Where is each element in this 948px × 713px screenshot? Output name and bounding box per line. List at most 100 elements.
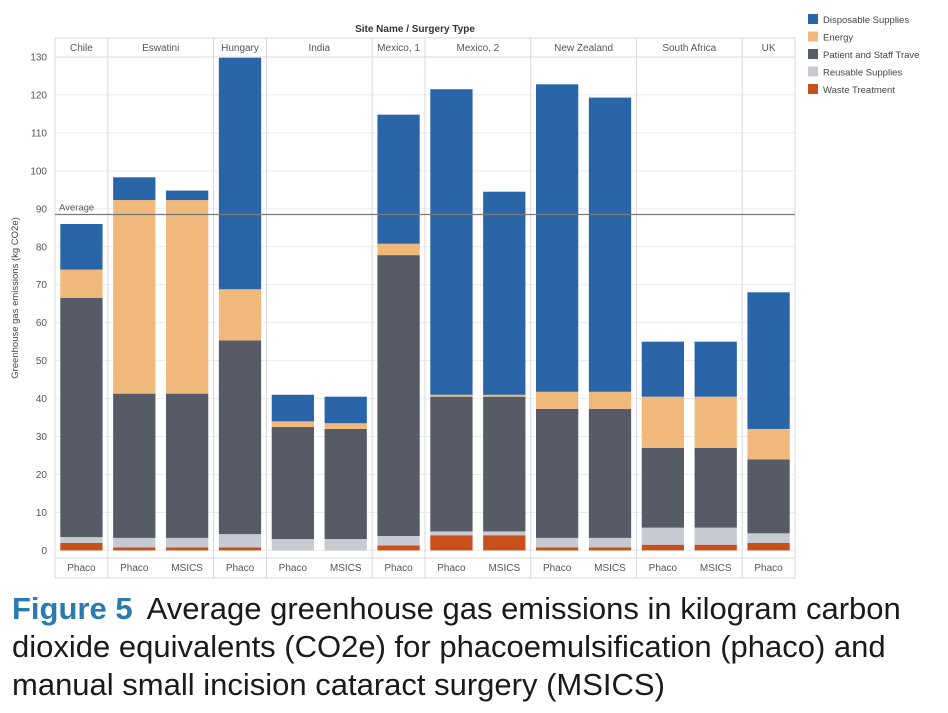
bar-segment-india-phaco-reusable-supplies bbox=[271, 539, 314, 551]
y-tick-label: 20 bbox=[36, 470, 48, 481]
x-tick-label: MSICS bbox=[488, 563, 520, 574]
bar-segment-eswatini-msics-patient-and-staff-trave bbox=[166, 393, 209, 538]
bar-segment-uk-phaco-waste-treatment bbox=[747, 542, 790, 551]
bar-segment-new-zealand-msics-energy bbox=[588, 391, 632, 409]
y-tick-label: 30 bbox=[36, 432, 48, 443]
bar-segment-mexico-2-msics-energy bbox=[483, 394, 526, 397]
bar-segment-mexico-1-phaco-waste-treatment bbox=[377, 545, 420, 551]
bar-segment-india-msics-patient-and-staff-trave bbox=[324, 428, 367, 540]
bar-segment-south-africa-phaco-energy bbox=[641, 396, 684, 448]
x-tick-label: Phaco bbox=[649, 563, 678, 574]
average-reference-label: Average bbox=[59, 202, 94, 213]
bar-segment-uk-phaco-disposable-supplies bbox=[747, 292, 790, 429]
bar-segment-mexico-1-phaco-disposable-supplies bbox=[377, 114, 420, 244]
legend-swatch-reusable-supplies bbox=[808, 66, 818, 77]
bar-segment-eswatini-phaco-waste-treatment bbox=[113, 547, 156, 551]
bar-segment-south-africa-phaco-waste-treatment bbox=[641, 544, 684, 551]
bar-segment-south-africa-phaco-disposable-supplies bbox=[641, 341, 684, 397]
y-tick-label: 0 bbox=[41, 546, 47, 557]
x-tick-label: Phaco bbox=[226, 563, 255, 574]
bar-segment-eswatini-phaco-energy bbox=[113, 200, 156, 394]
x-tick-label: Phaco bbox=[437, 563, 466, 574]
bar-segment-hungary-phaco-patient-and-staff-trave bbox=[218, 340, 262, 535]
bar-segment-mexico-2-msics-patient-and-staff-trave bbox=[483, 396, 526, 532]
y-tick-label: 80 bbox=[36, 242, 48, 253]
bar-segment-india-phaco-disposable-supplies bbox=[271, 394, 314, 422]
bar-segment-india-msics-energy bbox=[324, 423, 367, 429]
legend-swatch-waste-treatment bbox=[808, 84, 818, 94]
x-tick-label: MSICS bbox=[171, 563, 203, 574]
bar-segment-uk-phaco-energy bbox=[747, 428, 790, 460]
bar-segment-uk-phaco-reusable-supplies bbox=[747, 533, 790, 543]
group-label-chile: Chile bbox=[70, 43, 93, 54]
bar-segment-chile-phaco-energy bbox=[60, 269, 103, 298]
bar-segment-chile-phaco-waste-treatment bbox=[60, 542, 103, 551]
x-tick-label: Phaco bbox=[384, 563, 413, 574]
group-label-india: India bbox=[308, 43, 330, 54]
bar-segment-hungary-phaco-energy bbox=[218, 289, 262, 341]
bar-segment-uk-phaco-patient-and-staff-trave bbox=[747, 459, 790, 534]
group-label-south-africa: South Africa bbox=[662, 43, 716, 54]
bar-segment-india-phaco-patient-and-staff-trave bbox=[271, 427, 314, 540]
bar-segment-chile-phaco-reusable-supplies bbox=[60, 537, 103, 543]
legend-swatch-disposable-supplies bbox=[808, 14, 818, 24]
legend-swatch-patient-and-staff-trave bbox=[808, 49, 818, 59]
bar-segment-new-zealand-phaco-energy bbox=[536, 391, 579, 409]
bar-segment-eswatini-msics-energy bbox=[166, 200, 209, 394]
bar-segment-hungary-phaco-reusable-supplies bbox=[218, 534, 262, 548]
group-label-new-zealand: New Zealand bbox=[554, 43, 613, 54]
group-label-mexico-2: Mexico, 2 bbox=[456, 43, 499, 54]
bar-segment-mexico-1-phaco-patient-and-staff-trave bbox=[377, 255, 420, 536]
bar-segment-south-africa-msics-reusable-supplies bbox=[694, 527, 737, 545]
y-tick-label: 40 bbox=[36, 394, 48, 405]
bar-segment-eswatini-phaco-disposable-supplies bbox=[113, 177, 156, 201]
y-tick-label: 50 bbox=[36, 356, 48, 367]
figure-caption-text: Average greenhouse gas emissions in kilo… bbox=[12, 591, 901, 702]
y-tick-label: 100 bbox=[30, 166, 47, 177]
chart: Site Name / Surgery Type 0 10 20 30 40 50 60 70 8… bbox=[10, 14, 919, 579]
y-tick-label: 10 bbox=[36, 508, 48, 519]
bar-segment-india-msics-disposable-supplies bbox=[324, 396, 367, 424]
bar-segment-eswatini-msics-reusable-supplies bbox=[166, 537, 209, 548]
bar-segment-mexico-2-phaco-waste-treatment bbox=[430, 535, 473, 551]
bar-segment-south-africa-msics-energy bbox=[694, 396, 737, 448]
bar-segment-india-phaco-energy bbox=[271, 421, 314, 428]
bar-segment-mexico-2-phaco-energy bbox=[430, 394, 473, 397]
bar-segment-eswatini-msics-waste-treatment bbox=[166, 547, 209, 551]
bar-segment-new-zealand-phaco-patient-and-staff-trave bbox=[536, 408, 579, 538]
legend-label-disposable-supplies: Disposable Supplies bbox=[823, 15, 909, 26]
x-tick-label: Phaco bbox=[279, 563, 308, 574]
bar-segment-mexico-2-phaco-patient-and-staff-trave bbox=[430, 396, 473, 532]
bar-segment-india-msics-reusable-supplies bbox=[324, 539, 367, 551]
bar-segment-new-zealand-msics-waste-treatment bbox=[588, 547, 632, 551]
y-tick-label: 90 bbox=[36, 204, 48, 215]
y-axis-label: Greenhouse gas emissions (kg CO2e) bbox=[10, 217, 21, 379]
bar-segment-mexico-2-msics-reusable-supplies bbox=[483, 531, 526, 536]
bar-segment-hungary-phaco-waste-treatment bbox=[218, 547, 262, 551]
bar-segment-eswatini-msics-disposable-supplies bbox=[166, 190, 209, 201]
bar-segment-south-africa-phaco-reusable-supplies bbox=[641, 527, 684, 545]
x-tick-label: Phaco bbox=[543, 563, 572, 574]
x-tick-label: Phaco bbox=[67, 563, 96, 574]
y-tick-label: 130 bbox=[30, 52, 47, 63]
bar-segment-mexico-2-phaco-reusable-supplies bbox=[430, 531, 473, 536]
bar-segment-new-zealand-msics-reusable-supplies bbox=[588, 537, 632, 548]
legend-swatch-energy bbox=[808, 31, 818, 42]
x-tick-label: Phaco bbox=[120, 563, 149, 574]
bar-segment-new-zealand-phaco-waste-treatment bbox=[536, 547, 579, 551]
bar-segment-hungary-phaco-disposable-supplies bbox=[218, 57, 262, 290]
bar-segment-chile-phaco-patient-and-staff-trave bbox=[60, 298, 103, 538]
legend-label-patient-and-staff-trave: Patient and Staff Trave bbox=[823, 50, 919, 61]
y-tick-label: 60 bbox=[36, 318, 48, 329]
figure-label: Figure 5 bbox=[12, 591, 133, 626]
x-tick-label: Phaco bbox=[754, 563, 783, 574]
legend-label-energy: Energy bbox=[823, 33, 853, 44]
group-label-mexico-1: Mexico, 1 bbox=[377, 43, 420, 54]
x-tick-label: MSICS bbox=[594, 563, 626, 574]
header-title: Site Name / Surgery Type bbox=[355, 24, 475, 35]
bar-segment-new-zealand-msics-patient-and-staff-trave bbox=[588, 408, 632, 538]
group-label-eswatini: Eswatini bbox=[142, 43, 179, 54]
group-label-uk: UK bbox=[762, 43, 776, 54]
group-label-hungary: Hungary bbox=[221, 43, 259, 54]
bar-segment-mexico-2-msics-disposable-supplies bbox=[483, 191, 526, 395]
